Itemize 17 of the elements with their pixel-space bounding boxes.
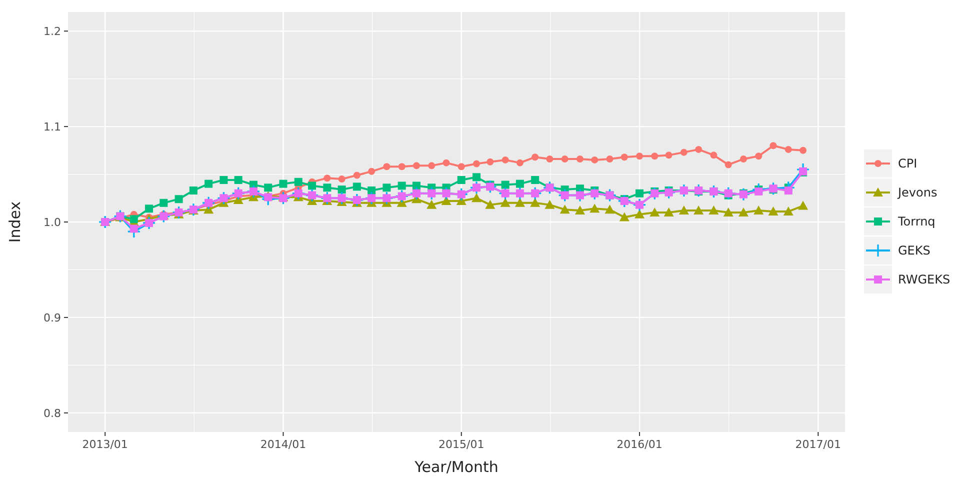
- y-tick-label: 0.8: [44, 406, 61, 420]
- x-tick-label: 2014/01: [260, 438, 306, 451]
- legend-label: GEKS: [898, 244, 930, 258]
- y-tick-label: 0.9: [44, 311, 61, 324]
- x-axis-title: Year/Month: [414, 458, 498, 476]
- x-tick-label: 2016/01: [616, 438, 662, 451]
- x-tick-label: 2013/01: [82, 438, 128, 451]
- legend-label: RWGEKS: [898, 272, 950, 286]
- x-tick-label: 2015/01: [438, 438, 484, 451]
- y-tick-label: 1.1: [44, 120, 61, 134]
- y-tick-label: 1.2: [44, 25, 61, 38]
- legend-label: Torrnq: [897, 214, 936, 228]
- y-tick-label: 1.0: [44, 216, 61, 229]
- legend-label: Jevons: [897, 186, 938, 200]
- x-tick-label: 2017/01: [795, 438, 842, 451]
- legend-label: CPI: [898, 156, 918, 170]
- y-axis-title: Index: [6, 201, 24, 243]
